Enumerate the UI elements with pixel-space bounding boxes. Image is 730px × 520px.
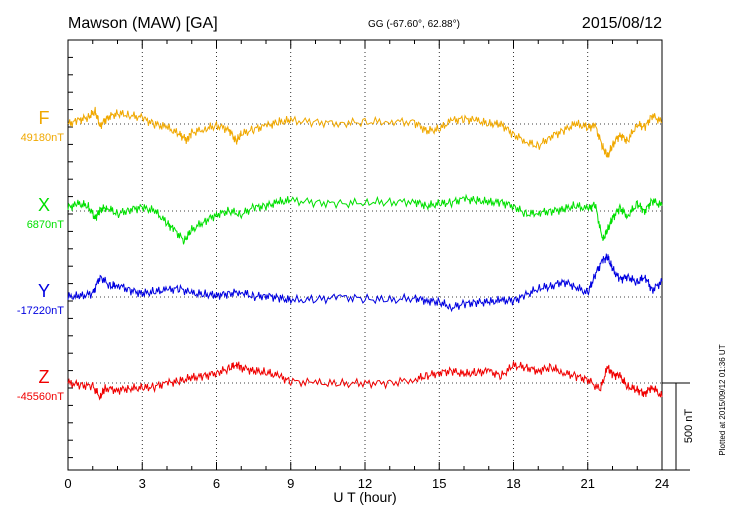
series-baseline-z: -45560nT bbox=[17, 391, 64, 403]
x-axis-label: U T (hour) bbox=[333, 489, 396, 505]
x-tick-label: 0 bbox=[64, 476, 71, 491]
scale-bar: 500 nT bbox=[662, 382, 695, 471]
series-name-f: F bbox=[39, 108, 50, 128]
series-line-y bbox=[67, 253, 663, 313]
plotted-timestamp: Plotted at 2015/09/12 01:36 UT bbox=[718, 344, 727, 455]
series-line-x bbox=[67, 193, 663, 245]
geo-coordinates: GG (-67.60°, 62.88°) bbox=[368, 19, 460, 30]
series-name-z: Z bbox=[39, 367, 50, 387]
grid-lines bbox=[68, 40, 662, 470]
x-tick-label: 6 bbox=[213, 476, 220, 491]
series-baseline-y: -17220nT bbox=[17, 305, 64, 317]
series-line-z bbox=[67, 361, 663, 401]
series-line-f bbox=[67, 106, 663, 158]
x-tick-labels: 0 3 6 9 12 15 18 21 24 bbox=[64, 476, 669, 491]
x-tick-label: 9 bbox=[287, 476, 294, 491]
date-label: 2015/08/12 bbox=[582, 15, 662, 32]
station-title: Mawson (MAW) [GA] bbox=[68, 15, 218, 32]
x-tick-label: 21 bbox=[581, 476, 595, 491]
series-baseline-x: 6870nT bbox=[27, 219, 65, 231]
x-tick-label: 12 bbox=[358, 476, 372, 491]
x-tick-label: 15 bbox=[432, 476, 446, 491]
x-tick-label: 3 bbox=[139, 476, 146, 491]
series-name-x: X bbox=[38, 195, 50, 215]
x-tick-label: 24 bbox=[655, 476, 669, 491]
x-tick-label: 18 bbox=[506, 476, 520, 491]
axis-ticks bbox=[67, 40, 663, 470]
series-baseline-f: 49180nT bbox=[21, 132, 65, 144]
series-lines bbox=[67, 106, 663, 401]
scale-bar-label: 500 nT bbox=[683, 409, 695, 444]
series-name-y: Y bbox=[38, 281, 50, 301]
series-labels: F 49180nT X 6870nT Y -17220nT Z -45560nT bbox=[17, 108, 64, 403]
